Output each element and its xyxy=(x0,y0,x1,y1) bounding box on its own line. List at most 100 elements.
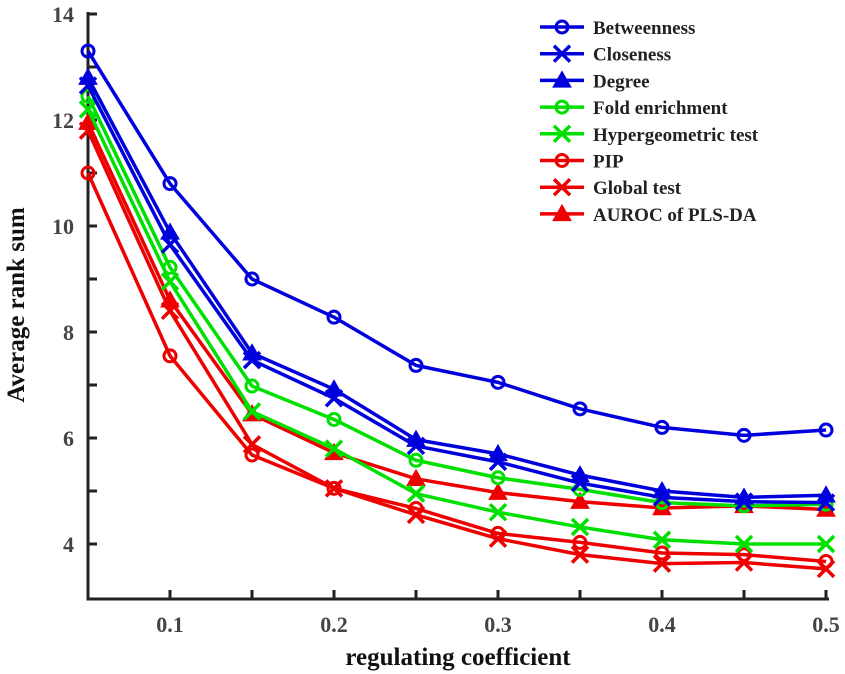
data-point-pip xyxy=(244,447,260,463)
data-point-hypergeometric-test xyxy=(570,517,590,537)
data-point-betweenness xyxy=(572,401,588,417)
data-point-closeness xyxy=(816,493,836,512)
data-point-pip xyxy=(736,547,752,563)
data-point-pip xyxy=(572,534,588,550)
legend-marker-betweenness xyxy=(554,19,570,35)
x-tick-label: 0.5 xyxy=(812,612,840,637)
data-point-betweenness xyxy=(490,374,506,390)
data-point-betweenness xyxy=(80,43,96,59)
legend-entry-pip: PIP xyxy=(540,152,624,173)
data-point-hypergeometric-test xyxy=(406,484,426,503)
x-tick-label: 0.1 xyxy=(156,612,184,637)
legend-label-auroc-of-pls-da: AUROC of PLS-DA xyxy=(593,205,757,226)
legend-label-degree: Degree xyxy=(593,71,650,92)
legend-entry-closeness: Closeness xyxy=(540,44,671,66)
data-point-global-test xyxy=(78,121,98,140)
series-line-betweenness xyxy=(86,50,827,438)
series-line-global-test xyxy=(86,129,827,571)
legend-entry-betweenness: Betweenness xyxy=(540,18,695,39)
data-point-pip xyxy=(408,500,424,516)
data-point-pip xyxy=(326,480,342,496)
legend-entry-auroc-of-pls-da: AUROC of PLS-DA xyxy=(540,203,757,226)
y-tick-label: 8 xyxy=(63,320,74,345)
legend-label-closeness: Closeness xyxy=(593,45,671,66)
data-point-closeness xyxy=(324,389,344,408)
data-point-global-test xyxy=(160,301,180,321)
y-tick-label: 6 xyxy=(63,426,74,451)
data-point-global-test xyxy=(570,545,590,564)
y-tick-label: 12 xyxy=(52,108,74,133)
data-point-fold-enrichment xyxy=(326,411,342,427)
series-line-degree xyxy=(86,76,827,500)
series-pip xyxy=(80,165,834,569)
y-tick-label: 10 xyxy=(52,214,74,239)
series-line-hypergeometric-test xyxy=(86,108,826,546)
series-line-auroc-of-pls-da xyxy=(86,121,827,512)
series-hypergeometric-test xyxy=(78,100,836,554)
legend-marker-degree xyxy=(552,70,572,88)
data-point-closeness xyxy=(160,235,180,254)
x-axis-title: regulating coefficient xyxy=(345,644,571,671)
data-point-pip xyxy=(654,545,670,561)
series-line-fold-enrichment xyxy=(86,95,827,508)
data-point-auroc-of-pls-da xyxy=(406,468,426,487)
y-tick-label: 14 xyxy=(52,2,74,27)
legend-label-betweenness: Betweenness xyxy=(593,18,695,39)
data-point-pip xyxy=(80,165,96,181)
data-point-closeness xyxy=(488,452,508,472)
data-point-fold-enrichment xyxy=(244,378,260,394)
legend-marker-global-test xyxy=(552,177,572,197)
legend-entry-hypergeometric-test: Hypergeometric test xyxy=(540,124,759,146)
data-point-pip xyxy=(818,553,834,569)
series-line-pip xyxy=(86,172,827,564)
data-point-closeness xyxy=(78,76,98,95)
data-point-hypergeometric-test xyxy=(734,534,754,554)
legend-marker-pip xyxy=(554,153,570,168)
data-point-closeness xyxy=(652,488,672,507)
legend: Betweenness Closeness Degree Fold enrichmen… xyxy=(540,18,759,226)
data-point-hypergeometric-test xyxy=(488,502,508,522)
data-point-fold-enrichment xyxy=(490,470,506,486)
y-tick-label: 4 xyxy=(63,532,74,557)
data-point-pip xyxy=(490,525,506,541)
legend-label-hypergeometric-test: Hypergeometric test xyxy=(593,125,759,146)
series-betweenness xyxy=(80,43,834,443)
data-point-betweenness xyxy=(244,271,260,287)
series-fold-enrichment xyxy=(80,88,834,514)
x-tick-label: 0.3 xyxy=(484,612,512,637)
data-point-auroc-of-pls-da xyxy=(488,482,508,500)
data-point-closeness xyxy=(242,350,262,370)
legend-entry-global-test: Global test xyxy=(540,177,682,199)
data-point-closeness xyxy=(570,473,590,493)
legend-entry-degree: Degree xyxy=(540,70,650,92)
data-point-auroc-of-pls-da xyxy=(570,491,590,509)
legend-marker-fold-enrichment xyxy=(554,99,570,115)
data-point-fold-enrichment xyxy=(162,259,178,275)
legend-label-pip: PIP xyxy=(593,152,624,173)
data-point-hypergeometric-test xyxy=(324,439,344,458)
data-point-degree xyxy=(78,67,98,85)
data-point-betweenness xyxy=(736,427,752,443)
legend-label-fold-enrichment: Fold enrichment xyxy=(593,98,728,119)
data-point-betweenness xyxy=(818,422,834,438)
series-closeness xyxy=(78,76,836,512)
data-point-betweenness xyxy=(162,176,178,192)
data-point-betweenness xyxy=(326,309,342,325)
data-point-hypergeometric-test xyxy=(242,402,262,421)
data-point-pip xyxy=(162,348,178,364)
x-tick-label: 0.4 xyxy=(648,612,676,637)
series-global-test xyxy=(78,121,836,579)
data-point-hypergeometric-test xyxy=(816,534,836,554)
data-point-closeness xyxy=(734,492,754,511)
data-point-betweenness xyxy=(654,419,670,435)
legend-marker-hypergeometric-test xyxy=(552,124,572,144)
legend-entry-fold-enrichment: Fold enrichment xyxy=(540,98,728,119)
y-axis-title: Average rank sum xyxy=(3,207,30,403)
legend-label-global-test: Global test xyxy=(593,178,682,199)
data-point-hypergeometric-test xyxy=(652,530,672,549)
data-point-closeness xyxy=(406,436,426,456)
legend-marker-closeness xyxy=(552,44,572,63)
data-point-fold-enrichment xyxy=(408,452,424,468)
series-line-closeness xyxy=(86,84,827,505)
